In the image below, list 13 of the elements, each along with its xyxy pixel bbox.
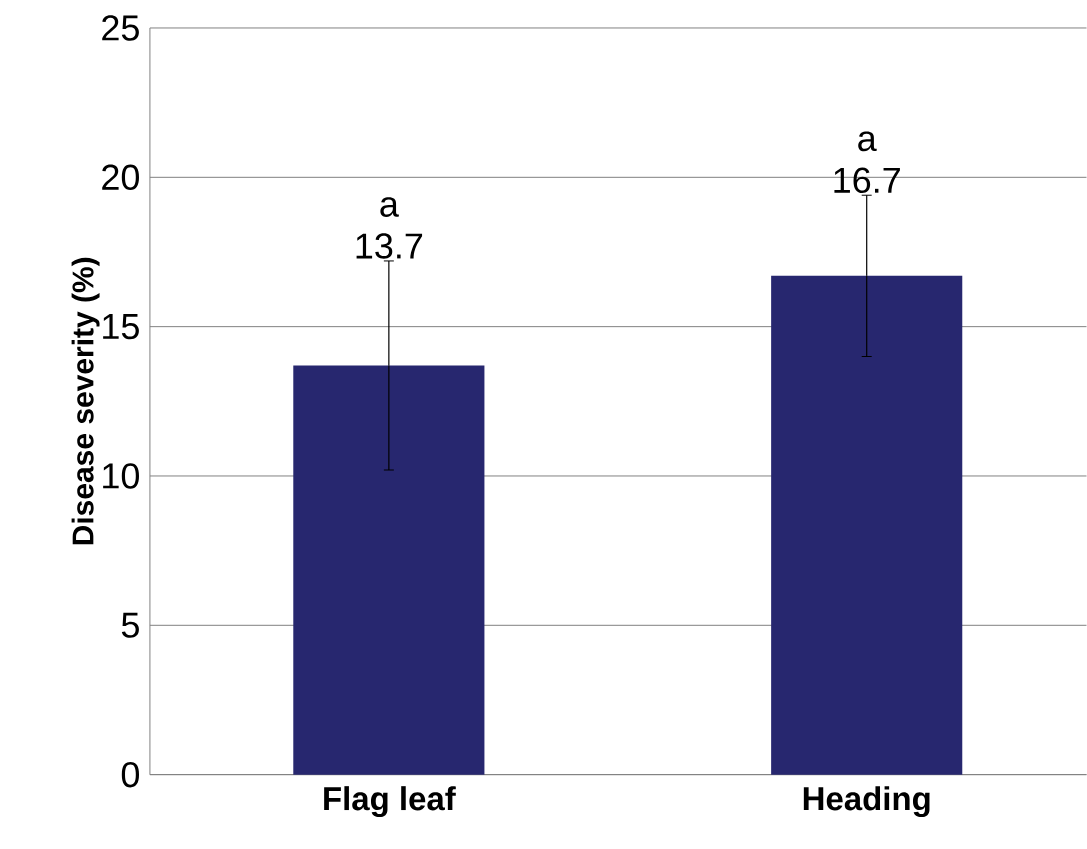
x-tick-label: Flag leaf — [324, 786, 456, 818]
data-label: 16.7 — [834, 167, 900, 194]
annotation: a — [380, 197, 399, 218]
annotation: a — [858, 131, 877, 152]
data-label: 13.7 — [356, 233, 423, 259]
y-tick-label: 20 — [102, 164, 139, 191]
x-tick-label: Heading — [803, 786, 930, 818]
y-axis-title: Disease severity (%) — [71, 258, 100, 545]
y-tick-label: 0 — [121, 762, 140, 788]
y-tick-label: 5 — [121, 612, 139, 639]
y-tick-label: 10 — [103, 463, 139, 489]
y-tick-label: 25 — [102, 15, 139, 41]
y-tick-label: 15 — [103, 314, 139, 340]
